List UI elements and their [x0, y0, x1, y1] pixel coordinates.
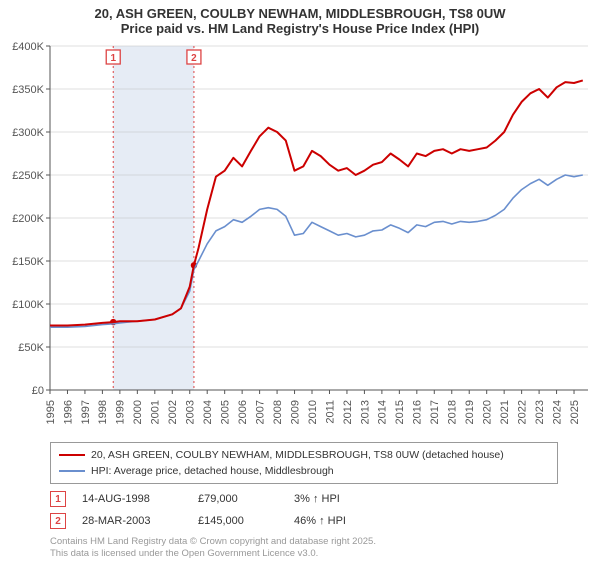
sale-row: 1 14-AUG-1998 £79,000 3% ↑ HPI [50, 488, 558, 510]
sale-pct-vs-hpi: 3% ↑ HPI [294, 493, 384, 505]
x-tick-label: 1997 [80, 400, 92, 424]
sale-price: £79,000 [198, 493, 278, 505]
x-tick-label: 1998 [97, 400, 109, 424]
x-tick-label: 2006 [237, 400, 249, 424]
x-tick-label: 2025 [569, 400, 581, 424]
sale-pct-vs-hpi: 46% ↑ HPI [294, 515, 384, 527]
x-tick-label: 2015 [394, 400, 406, 424]
x-tick-label: 2004 [202, 400, 214, 424]
footnote-line-2: This data is licensed under the Open Gov… [50, 548, 318, 559]
x-tick-label: 2005 [220, 400, 232, 424]
x-tick-label: 2018 [447, 400, 459, 424]
x-tick-label: 2017 [429, 400, 441, 424]
x-tick-label: 2008 [272, 400, 284, 424]
x-tick-label: 2021 [499, 400, 511, 424]
sale-price: £145,000 [198, 515, 278, 527]
y-tick-label: £100K [12, 299, 44, 311]
footnote-line-1: Contains HM Land Registry data © Crown c… [50, 536, 376, 547]
x-tick-label: 1999 [115, 400, 127, 424]
legend-label: HPI: Average price, detached house, Midd… [91, 465, 334, 477]
x-tick-label: 1996 [62, 400, 74, 424]
sales-table: 1 14-AUG-1998 £79,000 3% ↑ HPI 2 28-MAR-2003 £… [50, 488, 558, 532]
y-tick-label: £150K [12, 256, 44, 268]
sale-row: 2 28-MAR-2003 £145,000 46% ↑ HPI [50, 510, 558, 532]
chart-area: £0 £50K £100K £150K £200K £250K £300K £350K £400… [0, 36, 600, 436]
x-tick-label: 2011 [324, 400, 336, 424]
chart-svg: £0 £50K £100K £150K £200K £250K £300K £350K £400… [0, 36, 600, 436]
x-tick-label: 2000 [132, 400, 144, 424]
x-tick-label: 2020 [482, 400, 494, 424]
x-tick-label: 2016 [412, 400, 424, 424]
x-tick-label: 2023 [534, 400, 546, 424]
sale-marker-number: 2 [191, 53, 197, 64]
sale-marker-icon: 1 [50, 491, 66, 507]
x-tick-label: 2010 [307, 400, 319, 424]
legend-label: 20, ASH GREEN, COULBY NEWHAM, MIDDLESBRO… [91, 449, 504, 461]
legend-row: HPI: Average price, detached house, Midd… [59, 463, 549, 479]
title-block: 20, ASH GREEN, COULBY NEWHAM, MIDDLESBRO… [0, 0, 600, 36]
y-tick-label: £200K [12, 213, 44, 225]
x-tick-label: 2024 [551, 400, 563, 424]
title-line-2: Price paid vs. HM Land Registry's House … [0, 21, 600, 36]
y-tick-label: £50K [18, 342, 44, 354]
sale-date: 14-AUG-1998 [82, 493, 182, 505]
x-tick-label: 2019 [464, 400, 476, 424]
sale-marker-icon: 2 [50, 513, 66, 529]
footnote: Contains HM Land Registry data © Crown c… [50, 536, 558, 560]
x-tick-label: 2009 [289, 400, 301, 424]
x-tick-label: 2002 [167, 400, 179, 424]
y-tick-label: £0 [32, 385, 44, 397]
legend-swatch [59, 454, 85, 456]
x-tick-label: 2014 [377, 400, 389, 424]
x-tick-label: 2012 [342, 400, 354, 424]
y-tick-label: £400K [12, 41, 44, 53]
sale-marker-number: 1 [110, 53, 116, 64]
title-line-1: 20, ASH GREEN, COULBY NEWHAM, MIDDLESBRO… [0, 6, 600, 21]
x-tick-label: 2003 [185, 400, 197, 424]
sale-date: 28-MAR-2003 [82, 515, 182, 527]
figure-container: 20, ASH GREEN, COULBY NEWHAM, MIDDLESBRO… [0, 0, 600, 560]
legend-swatch [59, 470, 85, 472]
y-tick-label: £350K [12, 84, 44, 96]
y-tick-label: £250K [12, 170, 44, 182]
x-tick-label: 1995 [45, 400, 57, 424]
y-tick-label: £300K [12, 127, 44, 139]
x-tick-label: 2013 [359, 400, 371, 424]
legend-box: 20, ASH GREEN, COULBY NEWHAM, MIDDLESBRO… [50, 442, 558, 484]
x-tick-label: 2022 [516, 400, 528, 424]
x-tick-label: 2001 [150, 400, 162, 424]
legend-row: 20, ASH GREEN, COULBY NEWHAM, MIDDLESBRO… [59, 447, 549, 463]
x-tick-label: 2007 [254, 400, 266, 424]
